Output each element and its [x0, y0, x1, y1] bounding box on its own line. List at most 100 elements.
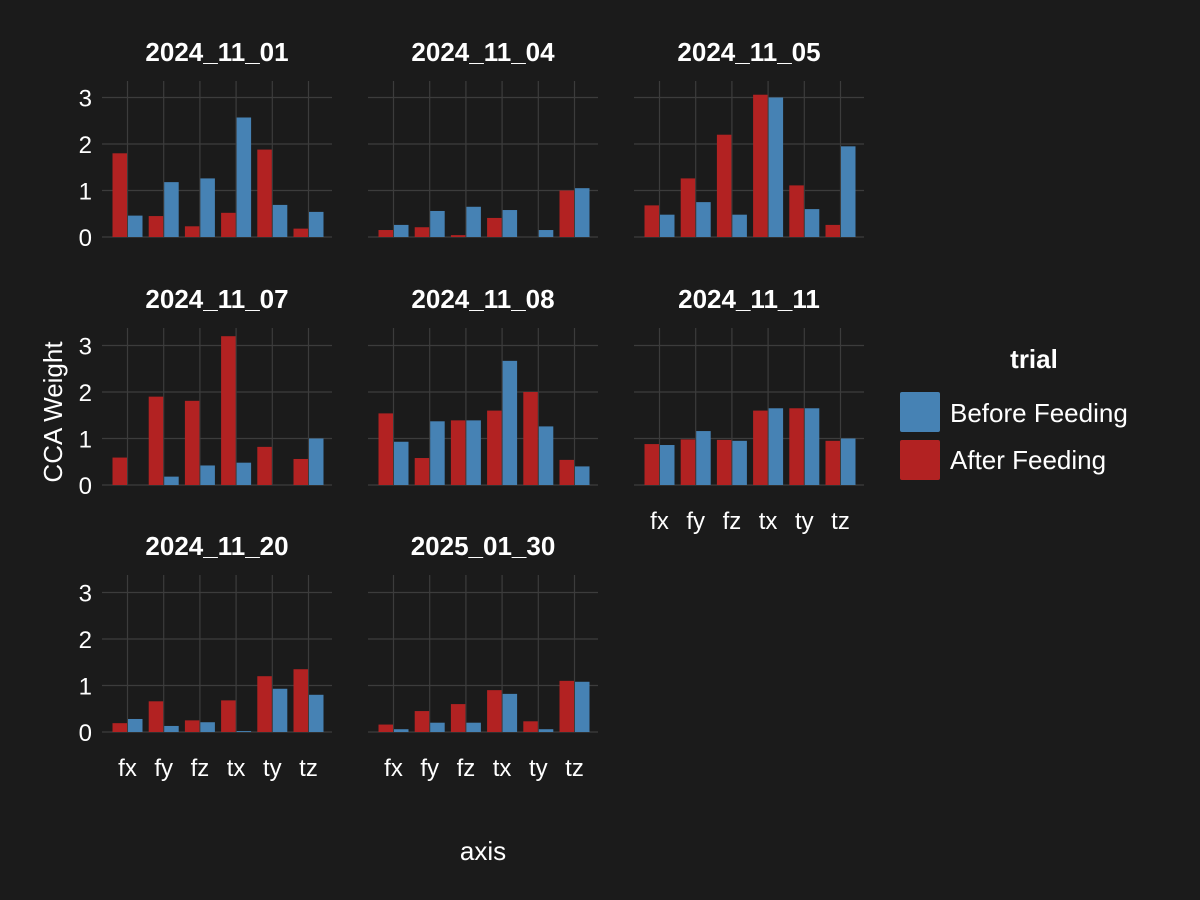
facet-title: 2024_11_08 — [411, 284, 554, 314]
bar-before-feeding-fx — [660, 445, 675, 485]
bar-after-feeding-fx — [378, 230, 393, 237]
bar-after-feeding-fx — [378, 413, 393, 485]
bar-after-feeding-fz — [716, 439, 732, 485]
legend-swatch-before-feeding — [900, 392, 940, 432]
x-tick-label: fx — [384, 755, 403, 782]
x-tick-label: fy — [686, 508, 705, 535]
bar-after-feeding-tz — [293, 228, 308, 237]
bar-after-feeding-tz — [559, 459, 574, 485]
x-tick-label: fx — [118, 755, 137, 782]
bar-before-feeding-tz — [575, 466, 590, 485]
bar-before-feeding-fy — [164, 725, 179, 732]
bar-after-feeding-fx — [112, 457, 127, 485]
bar-before-feeding-tx — [768, 97, 784, 237]
bar-after-feeding-tx — [487, 690, 502, 732]
y-tick-label: 2 — [79, 132, 92, 159]
bar-after-feeding-fy — [680, 439, 696, 485]
y-tick-label: 1 — [79, 427, 92, 454]
y-tick-label: 2 — [79, 627, 92, 654]
y-tick-label: 3 — [79, 334, 92, 361]
legend-label-before-feeding: Before Feeding — [950, 398, 1128, 428]
bar-after-feeding-tx — [753, 410, 768, 485]
bar-before-feeding-tz — [575, 188, 590, 237]
bar-before-feeding-fy — [696, 202, 711, 237]
bar-before-feeding-fx — [128, 718, 143, 732]
bar-after-feeding-fz — [184, 400, 200, 485]
bar-before-feeding-fz — [732, 440, 747, 485]
bar-before-feeding-ty — [538, 230, 554, 237]
bar-before-feeding-fx — [128, 215, 143, 237]
bar-before-feeding-fx — [394, 224, 409, 237]
bar-before-feeding-tx — [236, 117, 252, 237]
bar-after-feeding-fx — [644, 444, 659, 485]
bar-before-feeding-fy — [430, 421, 445, 485]
x-tick-label: fy — [420, 755, 439, 782]
bar-before-feeding-fx — [660, 214, 675, 237]
x-tick-label: tz — [565, 755, 584, 782]
y-axis-title: CCA Weight — [38, 341, 68, 483]
x-axis-title: axis — [460, 836, 506, 866]
bar-before-feeding-fz — [200, 178, 215, 237]
bar-after-feeding-tz — [559, 190, 574, 237]
facet-panel-2024_11_01: 2024_11_01 0 1 2 3 — [79, 37, 332, 252]
y-tick-label: 1 — [79, 674, 92, 701]
bar-after-feeding-tz — [293, 458, 308, 485]
bar-after-feeding-ty — [257, 446, 272, 485]
bar-before-feeding-fx — [394, 729, 409, 732]
bar-before-feeding-tz — [841, 146, 856, 237]
bar-before-feeding-ty — [272, 204, 288, 237]
bar-before-feeding-ty — [804, 408, 820, 485]
bar-after-feeding-fz — [184, 226, 200, 237]
x-tick-label: tx — [227, 755, 246, 782]
legend-swatch-after-feeding — [900, 440, 940, 480]
bar-before-feeding-tx — [502, 360, 518, 485]
facet-title: 2024_11_20 — [145, 531, 288, 561]
bar-before-feeding-fx — [394, 441, 409, 485]
bar-after-feeding-tx — [221, 700, 236, 732]
bar-after-feeding-fx — [644, 205, 659, 237]
x-tick-label: tx — [759, 508, 778, 535]
bar-after-feeding-ty — [789, 185, 804, 237]
bar-after-feeding-fy — [414, 458, 430, 485]
bar-before-feeding-fz — [466, 420, 481, 485]
y-tick-label: 0 — [79, 720, 92, 747]
bar-before-feeding-fy — [430, 722, 445, 732]
bar-after-feeding-fz — [450, 420, 466, 485]
bar-after-feeding-tx — [221, 336, 236, 485]
bar-before-feeding-fz — [466, 206, 481, 237]
bar-after-feeding-fy — [148, 396, 164, 485]
y-tick-label: 2 — [79, 380, 92, 407]
bar-after-feeding-fy — [414, 711, 430, 732]
bar-before-feeding-tz — [309, 438, 324, 485]
y-tick-label: 0 — [79, 473, 92, 500]
bar-before-feeding-tx — [768, 408, 784, 485]
bar-after-feeding-fy — [148, 216, 164, 237]
bar-after-feeding-tx — [487, 217, 502, 237]
legend: trial Before Feeding After Feeding — [900, 344, 1128, 480]
facet-title: 2024_11_11 — [678, 284, 820, 314]
y-tick-label: 0 — [79, 225, 92, 252]
y-tick-label: 3 — [79, 581, 92, 608]
bar-before-feeding-fy — [164, 476, 179, 485]
bar-before-feeding-fz — [200, 722, 215, 732]
bar-after-feeding-ty — [523, 721, 538, 732]
bar-after-feeding-fz — [184, 720, 200, 732]
bar-before-feeding-tz — [309, 211, 324, 237]
bar-before-feeding-tz — [841, 438, 856, 485]
bar-after-feeding-tz — [293, 669, 308, 732]
bar-before-feeding-tx — [236, 462, 252, 485]
y-tick-label: 1 — [79, 179, 92, 206]
facet-title: 2025_01_30 — [411, 531, 556, 561]
bar-before-feeding-ty — [272, 688, 288, 732]
bar-after-feeding-tz — [559, 680, 574, 732]
bar-after-feeding-ty — [789, 408, 804, 485]
bar-before-feeding-tx — [502, 210, 518, 237]
bar-before-feeding-fz — [732, 214, 747, 237]
bar-after-feeding-ty — [523, 392, 538, 485]
bar-after-feeding-fx — [112, 723, 127, 732]
bar-after-feeding-tx — [221, 212, 236, 237]
x-tick-label: ty — [529, 755, 548, 782]
facet-title: 2024_11_01 — [145, 37, 288, 67]
